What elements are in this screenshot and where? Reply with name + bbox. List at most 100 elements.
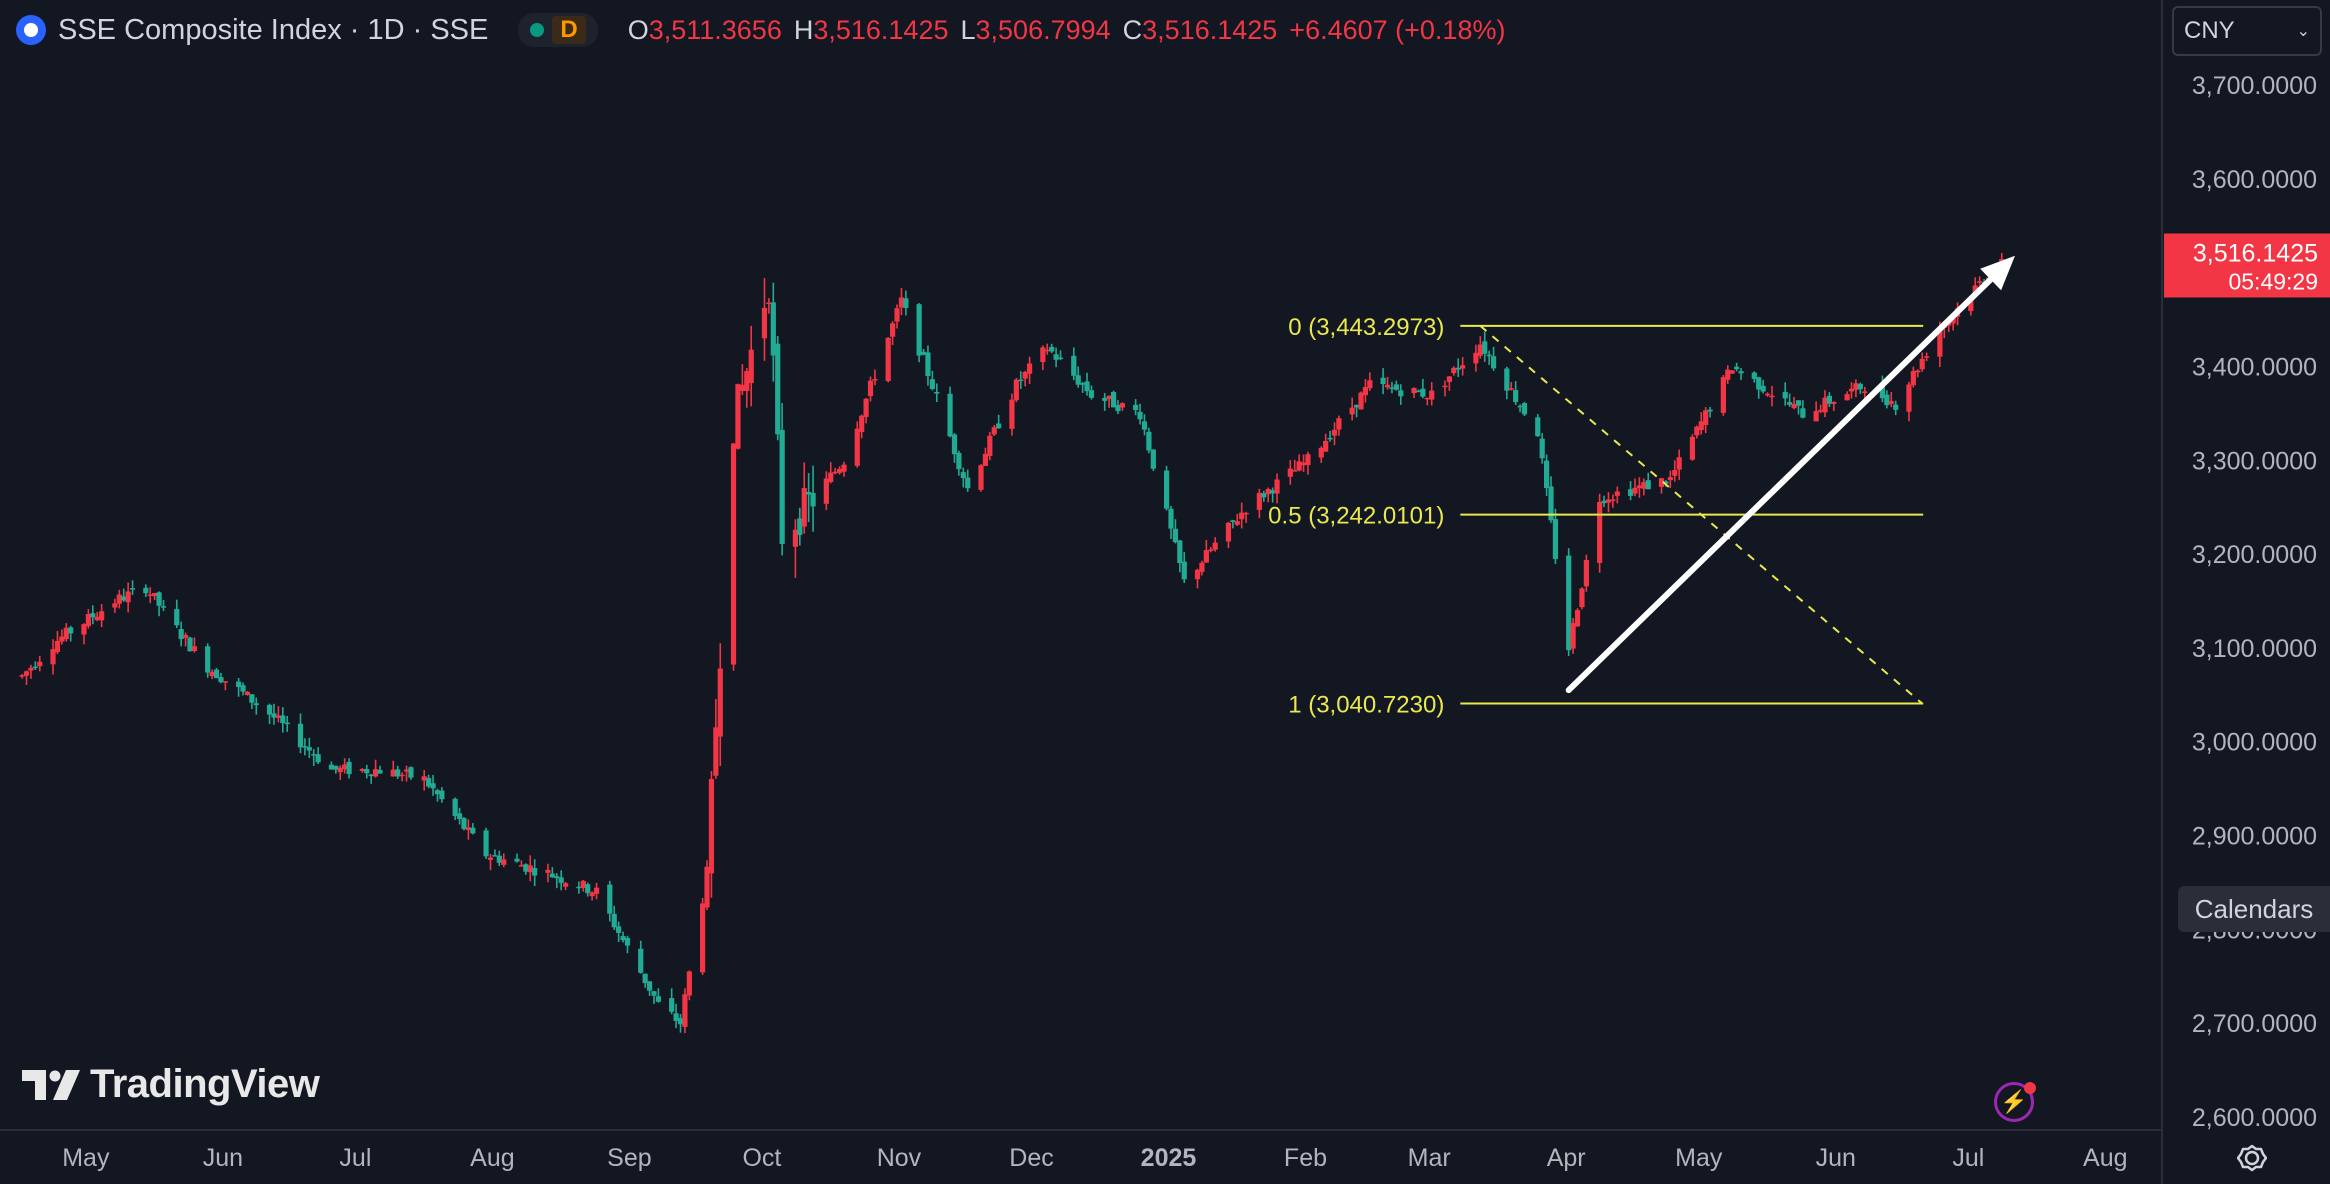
- candle-body: [1490, 356, 1497, 369]
- candle-body: [501, 859, 507, 865]
- candle-body: [854, 428, 860, 466]
- candle-body: [1119, 403, 1125, 408]
- candle-body: [59, 636, 65, 642]
- candle-body: [1703, 410, 1709, 426]
- candle-body: [364, 769, 370, 774]
- candle-body: [297, 723, 304, 748]
- candle-body: [213, 669, 220, 679]
- notification-dot: [2024, 1082, 2036, 1094]
- candle-body: [373, 769, 379, 777]
- candle-body: [1040, 347, 1046, 363]
- candle-body: [266, 704, 273, 715]
- candle-body: [965, 477, 971, 489]
- fib-level-label: 1 (3,040.7230): [1288, 692, 1444, 719]
- candle-body: [1265, 489, 1271, 495]
- candle-body: [761, 307, 768, 339]
- candle-body: [1910, 370, 1916, 386]
- candle-body: [1769, 395, 1775, 398]
- price-axis[interactable]: 3,700.00003,600.00003,500.00003,400.0000…: [2192, 72, 2317, 1132]
- candle-body: [549, 873, 555, 878]
- candle-body: [1429, 390, 1435, 400]
- candle-body: [152, 592, 158, 597]
- candle-body: [1570, 622, 1576, 649]
- candle-body: [730, 443, 737, 665]
- candle-body: [801, 488, 807, 527]
- time-tick-label: May: [1675, 1144, 1723, 1172]
- candle-body: [1720, 377, 1726, 413]
- lightning-icon[interactable]: ⚡: [1994, 1082, 2034, 1122]
- candle-body: [85, 614, 91, 627]
- candle-body: [832, 471, 838, 474]
- candle-body: [1451, 367, 1457, 374]
- candle-body: [589, 892, 595, 897]
- candle-body: [1305, 454, 1311, 466]
- candle-body: [836, 468, 843, 473]
- candle-body: [253, 703, 259, 706]
- candle-body: [1181, 561, 1187, 580]
- time-tick-label: Aug: [2083, 1144, 2127, 1172]
- candle-body: [129, 588, 136, 590]
- symbol-logo[interactable]: [16, 15, 46, 45]
- candle-body: [611, 913, 617, 928]
- candle-body: [779, 429, 785, 544]
- candle-body: [1323, 440, 1329, 452]
- candle-body: [1508, 388, 1514, 390]
- close-label: C: [1122, 14, 1143, 45]
- candle-body: [346, 761, 352, 775]
- candle-body: [1146, 431, 1152, 451]
- candle-body: [1446, 376, 1452, 382]
- candle-body: [147, 594, 153, 596]
- time-axis[interactable]: May Jun Jul Aug Sep Oct Nov Dec 2025 Feb Mar Apr May…: [62, 1144, 2127, 1172]
- candle-body: [1358, 392, 1364, 410]
- symbol-title[interactable]: SSE Composite Index · 1D · SSE: [58, 13, 489, 46]
- time-tick-label: 2025: [1141, 1144, 1197, 1172]
- candle-body: [1574, 610, 1581, 627]
- candle-body: [1977, 281, 1983, 283]
- candle-body: [704, 866, 710, 908]
- candle-body: [1632, 487, 1638, 494]
- calendars-button[interactable]: Calendars: [2178, 886, 2330, 932]
- candle-body: [1924, 356, 1930, 358]
- trend-arrow[interactable]: [1565, 255, 2015, 694]
- candle-body: [178, 629, 184, 640]
- candle-body: [240, 685, 246, 692]
- candle-body: [280, 715, 286, 723]
- candle-body: [37, 661, 43, 667]
- candle-body: [1389, 387, 1395, 389]
- candle-body: [1172, 528, 1179, 543]
- time-tick-label: Jul: [1952, 1144, 1984, 1172]
- candle-body: [359, 768, 365, 771]
- candle-body: [1707, 409, 1713, 412]
- candle-body: [1579, 588, 1585, 608]
- market-status-pill[interactable]: D: [518, 13, 598, 47]
- candle-body: [1915, 370, 1921, 373]
- candle-body: [496, 855, 502, 863]
- candle-body: [1614, 491, 1620, 496]
- candle-body: [244, 691, 251, 695]
- price-tick-label: 3,600.0000: [2192, 166, 2317, 194]
- candle-body: [646, 981, 653, 991]
- candle-body: [1300, 462, 1307, 466]
- tradingview-logo[interactable]: TradingView: [22, 1062, 320, 1107]
- candle-body: [987, 435, 993, 457]
- candle-body: [828, 472, 834, 483]
- candle-body: [960, 472, 966, 479]
- candle-body: [1535, 417, 1541, 437]
- candle-body: [1552, 519, 1559, 560]
- candle-body: [713, 727, 719, 776]
- candle-body: [576, 886, 582, 889]
- price-tick-label: 3,400.0000: [2192, 353, 2317, 381]
- candle-body: [328, 764, 335, 770]
- candle-body: [1641, 482, 1647, 489]
- fibonacci-retracement[interactable]: 0 (3,443.2973) 0.5 (3,242.0101) 1 (3,040.7…: [1268, 314, 1924, 719]
- candle-body: [116, 594, 122, 604]
- candle-body: [492, 855, 498, 857]
- candle-body: [1106, 395, 1112, 400]
- settings-icon[interactable]: [2236, 1142, 2268, 1174]
- brand-name: TradingView: [90, 1062, 320, 1106]
- currency-select[interactable]: CNY ⌄: [2172, 6, 2322, 56]
- candle-body: [1163, 470, 1170, 509]
- candle-body: [1663, 481, 1669, 484]
- candle-body: [452, 798, 458, 816]
